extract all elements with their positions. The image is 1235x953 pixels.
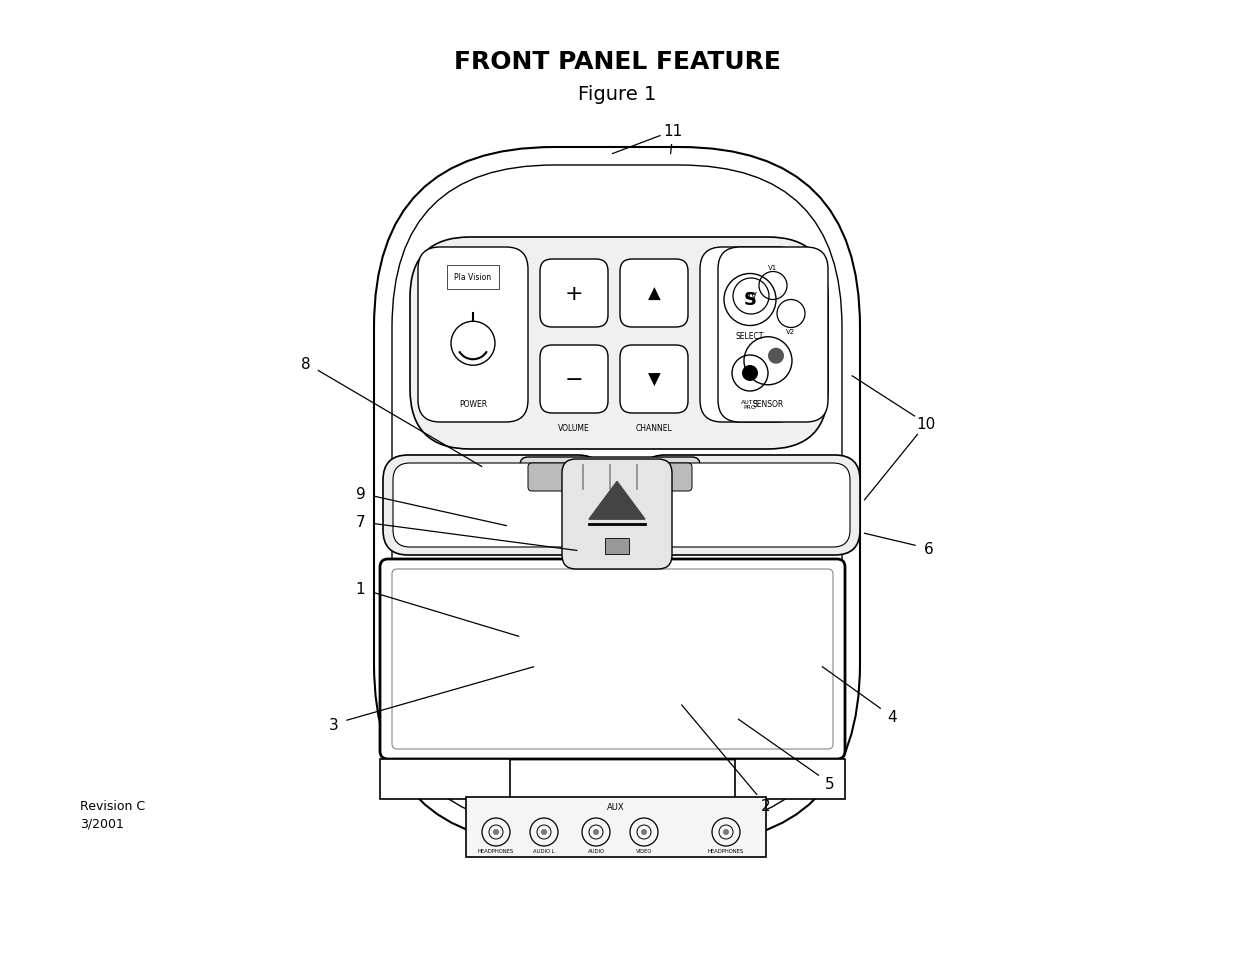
Bar [735,760,845,800]
FancyBboxPatch shape [383,456,603,556]
Text: AUDIO: AUDIO [588,848,604,853]
Text: HEADPHONES: HEADPHONES [478,848,514,853]
FancyBboxPatch shape [410,237,827,450]
Text: CHANNEL: CHANNEL [636,423,672,433]
FancyBboxPatch shape [718,248,827,422]
Text: 6: 6 [924,541,934,557]
Text: 5: 5 [825,776,835,791]
Text: 7: 7 [356,515,366,530]
Text: 4: 4 [887,709,897,724]
FancyBboxPatch shape [540,346,608,414]
Text: 8: 8 [301,356,311,372]
FancyBboxPatch shape [391,569,832,749]
Text: 3: 3 [329,717,338,732]
Text: POWER: POWER [459,400,487,409]
FancyBboxPatch shape [417,248,529,422]
Text: 2: 2 [761,798,771,813]
FancyBboxPatch shape [391,166,842,826]
Text: 10: 10 [916,416,936,432]
Bar [605,538,629,555]
Text: S: S [743,292,757,309]
Text: SENSOR: SENSOR [752,400,784,409]
Text: V2: V2 [787,329,795,335]
Polygon shape [589,482,645,519]
FancyBboxPatch shape [640,456,860,556]
Text: 9: 9 [356,486,366,501]
Text: AUX: AUX [608,802,625,812]
FancyBboxPatch shape [520,457,700,497]
FancyBboxPatch shape [380,559,845,760]
Circle shape [593,829,599,835]
FancyBboxPatch shape [529,463,692,492]
Text: SELECT: SELECT [736,333,764,341]
Circle shape [541,829,547,835]
Text: +: + [564,284,583,304]
Text: Figure 1: Figure 1 [578,86,656,105]
FancyBboxPatch shape [620,260,688,328]
Circle shape [722,829,729,835]
FancyBboxPatch shape [374,148,860,844]
Text: 11: 11 [663,124,683,139]
Text: ▼: ▼ [647,371,661,389]
Text: ▲: ▲ [647,285,661,303]
Text: AUDIO L: AUDIO L [534,848,555,853]
Text: 1: 1 [356,581,366,597]
Bar [466,797,766,857]
FancyBboxPatch shape [540,260,608,328]
Text: HEADPHONES: HEADPHONES [708,848,745,853]
FancyBboxPatch shape [700,248,800,422]
Text: Pla Vision: Pla Vision [454,274,492,282]
Circle shape [493,829,499,835]
Text: VIDEO: VIDEO [636,848,652,853]
Text: Revision C
3/2001: Revision C 3/2001 [80,800,146,830]
Bar [380,760,510,800]
Text: TV: TV [746,293,756,301]
Circle shape [768,349,784,364]
Circle shape [742,366,758,381]
FancyBboxPatch shape [650,463,850,547]
FancyBboxPatch shape [620,346,688,414]
Text: FRONT PANEL FEATURE: FRONT PANEL FEATURE [453,50,781,74]
Text: −: − [564,370,583,390]
FancyBboxPatch shape [562,459,672,569]
FancyBboxPatch shape [393,463,593,547]
Text: AUTO
PRO: AUTO PRO [741,399,758,410]
Text: VOLUME: VOLUME [558,423,590,433]
Circle shape [641,829,647,835]
Text: V1: V1 [768,265,778,272]
